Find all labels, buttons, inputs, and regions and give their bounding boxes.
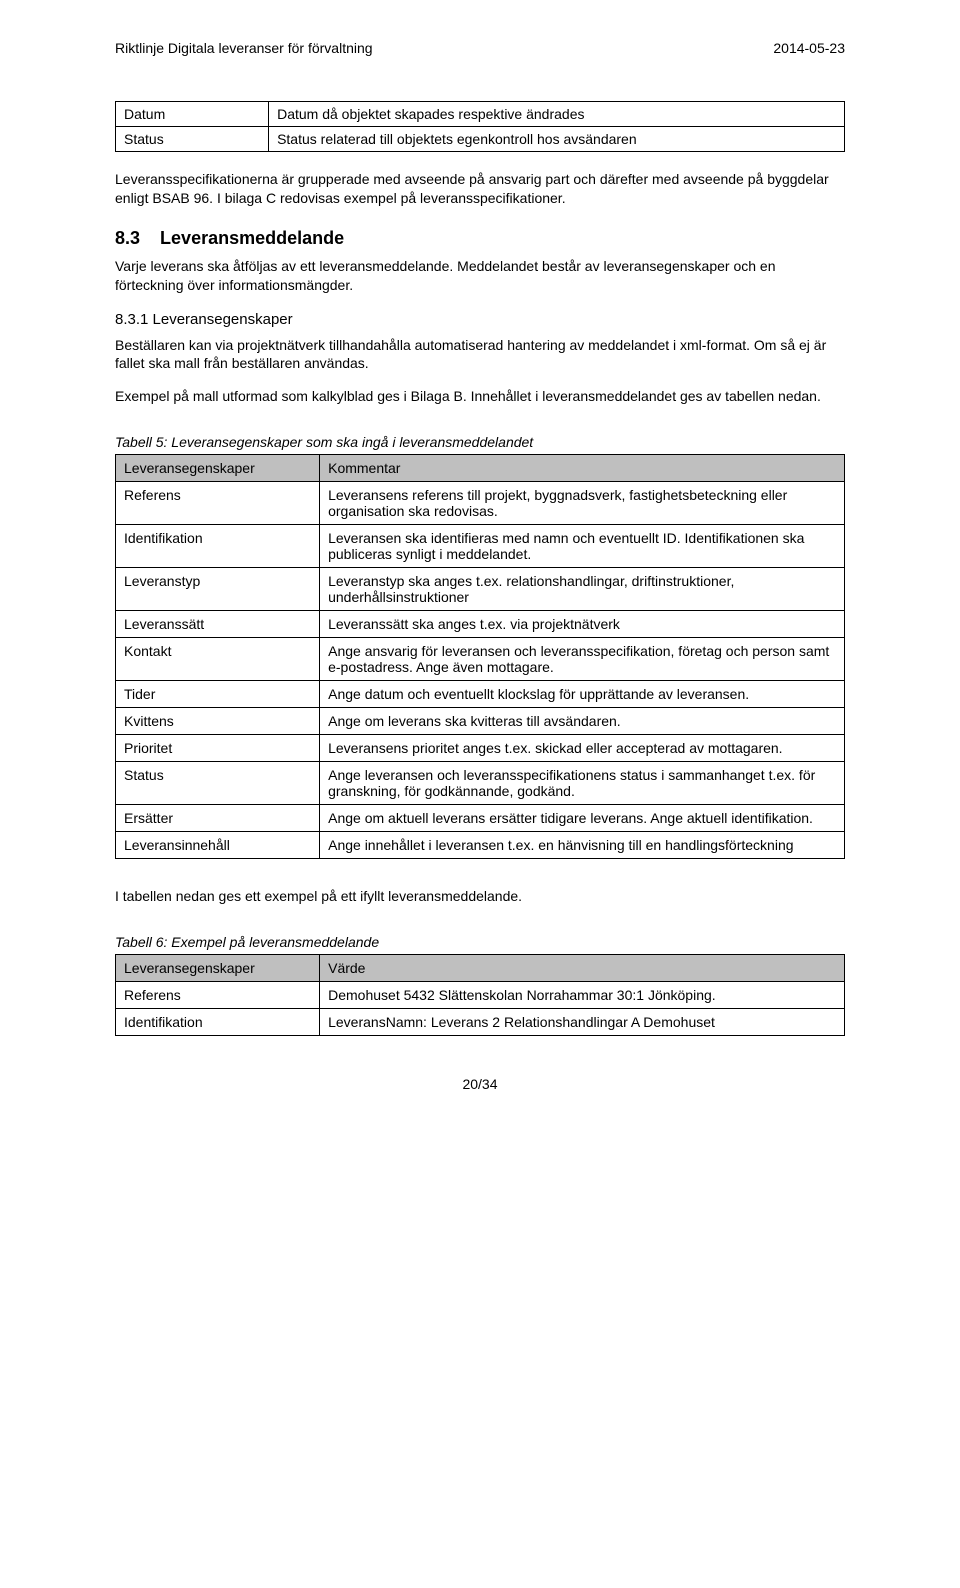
page-header: Riktlinje Digitala leveranser för förval…: [115, 40, 845, 56]
table6-header-1: Leveransegenskaper: [116, 955, 320, 982]
table-row: KontaktAnge ansvarig för leveransen och …: [116, 638, 845, 681]
page-number: 20/34: [115, 1076, 845, 1092]
cell: Demohuset 5432 Slättenskolan Norrahammar…: [320, 982, 845, 1009]
cell: Ersätter: [116, 805, 320, 832]
section-number: 8.3: [115, 228, 140, 248]
table5-caption: Tabell 5: Leveransegenskaper som ska ing…: [115, 434, 845, 450]
table-row: KvittensAnge om leverans ska kvitteras t…: [116, 708, 845, 735]
table6-caption: Tabell 6: Exempel på leveransmeddelande: [115, 934, 845, 950]
table-header-row: Leveransegenskaper Värde: [116, 955, 845, 982]
table-row: Datum Datum då objektet skapades respekt…: [116, 102, 845, 127]
paragraph: Varje leverans ska åtföljas av ett lever…: [115, 257, 845, 295]
cell: Leveranstyp: [116, 568, 320, 611]
table-row: ErsätterAnge om aktuell leverans ersätte…: [116, 805, 845, 832]
cell: Status: [116, 762, 320, 805]
cell-def: Status relaterad till objektets egenkont…: [269, 127, 845, 152]
cell: Referens: [116, 482, 320, 525]
document-page: Riktlinje Digitala leveranser för förval…: [0, 0, 960, 1132]
table6-header-2: Värde: [320, 955, 845, 982]
cell: Prioritet: [116, 735, 320, 762]
table-row: TiderAnge datum och eventuellt klockslag…: [116, 681, 845, 708]
cell: Ange om aktuell leverans ersätter tidiga…: [320, 805, 845, 832]
table-row: LeveransinnehållAnge innehållet i levera…: [116, 832, 845, 859]
cell: Identifikation: [116, 525, 320, 568]
cell-term: Status: [116, 127, 269, 152]
table5: Leveransegenskaper Kommentar ReferensLev…: [115, 454, 845, 859]
paragraph: I tabellen nedan ges ett exempel på ett …: [115, 887, 845, 906]
table-row: ReferensLeveransens referens till projek…: [116, 482, 845, 525]
top-definition-table: Datum Datum då objektet skapades respekt…: [115, 101, 845, 152]
table-row: PrioritetLeveransens prioritet anges t.e…: [116, 735, 845, 762]
cell: Identifikation: [116, 1009, 320, 1036]
cell: Referens: [116, 982, 320, 1009]
table5-header-2: Kommentar: [320, 455, 845, 482]
cell: Kontakt: [116, 638, 320, 681]
table-row: IdentifikationLeveransNamn: Leverans 2 R…: [116, 1009, 845, 1036]
table-row: ReferensDemohuset 5432 Slättenskolan Nor…: [116, 982, 845, 1009]
table5-header-1: Leveransegenskaper: [116, 455, 320, 482]
table-header-row: Leveransegenskaper Kommentar: [116, 455, 845, 482]
cell: Ange leveransen och leveransspecifikatio…: [320, 762, 845, 805]
table-row: LeveranstypLeveranstyp ska anges t.ex. r…: [116, 568, 845, 611]
paragraph: Leveransspecifikationerna är grupperade …: [115, 170, 845, 208]
cell: Leveranssätt: [116, 611, 320, 638]
cell: Ange innehållet i leveransen t.ex. en hä…: [320, 832, 845, 859]
section-heading-8-3: 8.3 Leveransmeddelande: [115, 228, 845, 249]
cell: Ange om leverans ska kvitteras till avsä…: [320, 708, 845, 735]
header-title: Riktlinje Digitala leveranser för förval…: [115, 40, 373, 56]
table-row: Status Status relaterad till objektets e…: [116, 127, 845, 152]
paragraph: Exempel på mall utformad som kalkylblad …: [115, 387, 845, 406]
table-row: LeveranssättLeveranssätt ska anges t.ex.…: [116, 611, 845, 638]
cell-def: Datum då objektet skapades respektive än…: [269, 102, 845, 127]
cell: Ange datum och eventuellt klockslag för …: [320, 681, 845, 708]
paragraph: Beställaren kan via projektnätverk tillh…: [115, 336, 845, 374]
table-row: StatusAnge leveransen och leveransspecif…: [116, 762, 845, 805]
table-row: IdentifikationLeveransen ska identifiera…: [116, 525, 845, 568]
cell: Leveransen ska identifieras med namn och…: [320, 525, 845, 568]
section-title: Leveransmeddelande: [160, 228, 344, 248]
cell: Kvittens: [116, 708, 320, 735]
subsection-heading-8-3-1: 8.3.1 Leveransegenskaper: [115, 311, 845, 328]
cell: Tider: [116, 681, 320, 708]
cell: Leveranssätt ska anges t.ex. via projekt…: [320, 611, 845, 638]
cell-term: Datum: [116, 102, 269, 127]
cell: LeveransNamn: Leverans 2 Relationshandli…: [320, 1009, 845, 1036]
header-date: 2014-05-23: [773, 40, 845, 56]
cell: Leveransinnehåll: [116, 832, 320, 859]
cell: Leveranstyp ska anges t.ex. relationshan…: [320, 568, 845, 611]
cell: Leveransens referens till projekt, byggn…: [320, 482, 845, 525]
cell: Leveransens prioritet anges t.ex. skicka…: [320, 735, 845, 762]
table6: Leveransegenskaper Värde ReferensDemohus…: [115, 954, 845, 1036]
cell: Ange ansvarig för leveransen och leveran…: [320, 638, 845, 681]
